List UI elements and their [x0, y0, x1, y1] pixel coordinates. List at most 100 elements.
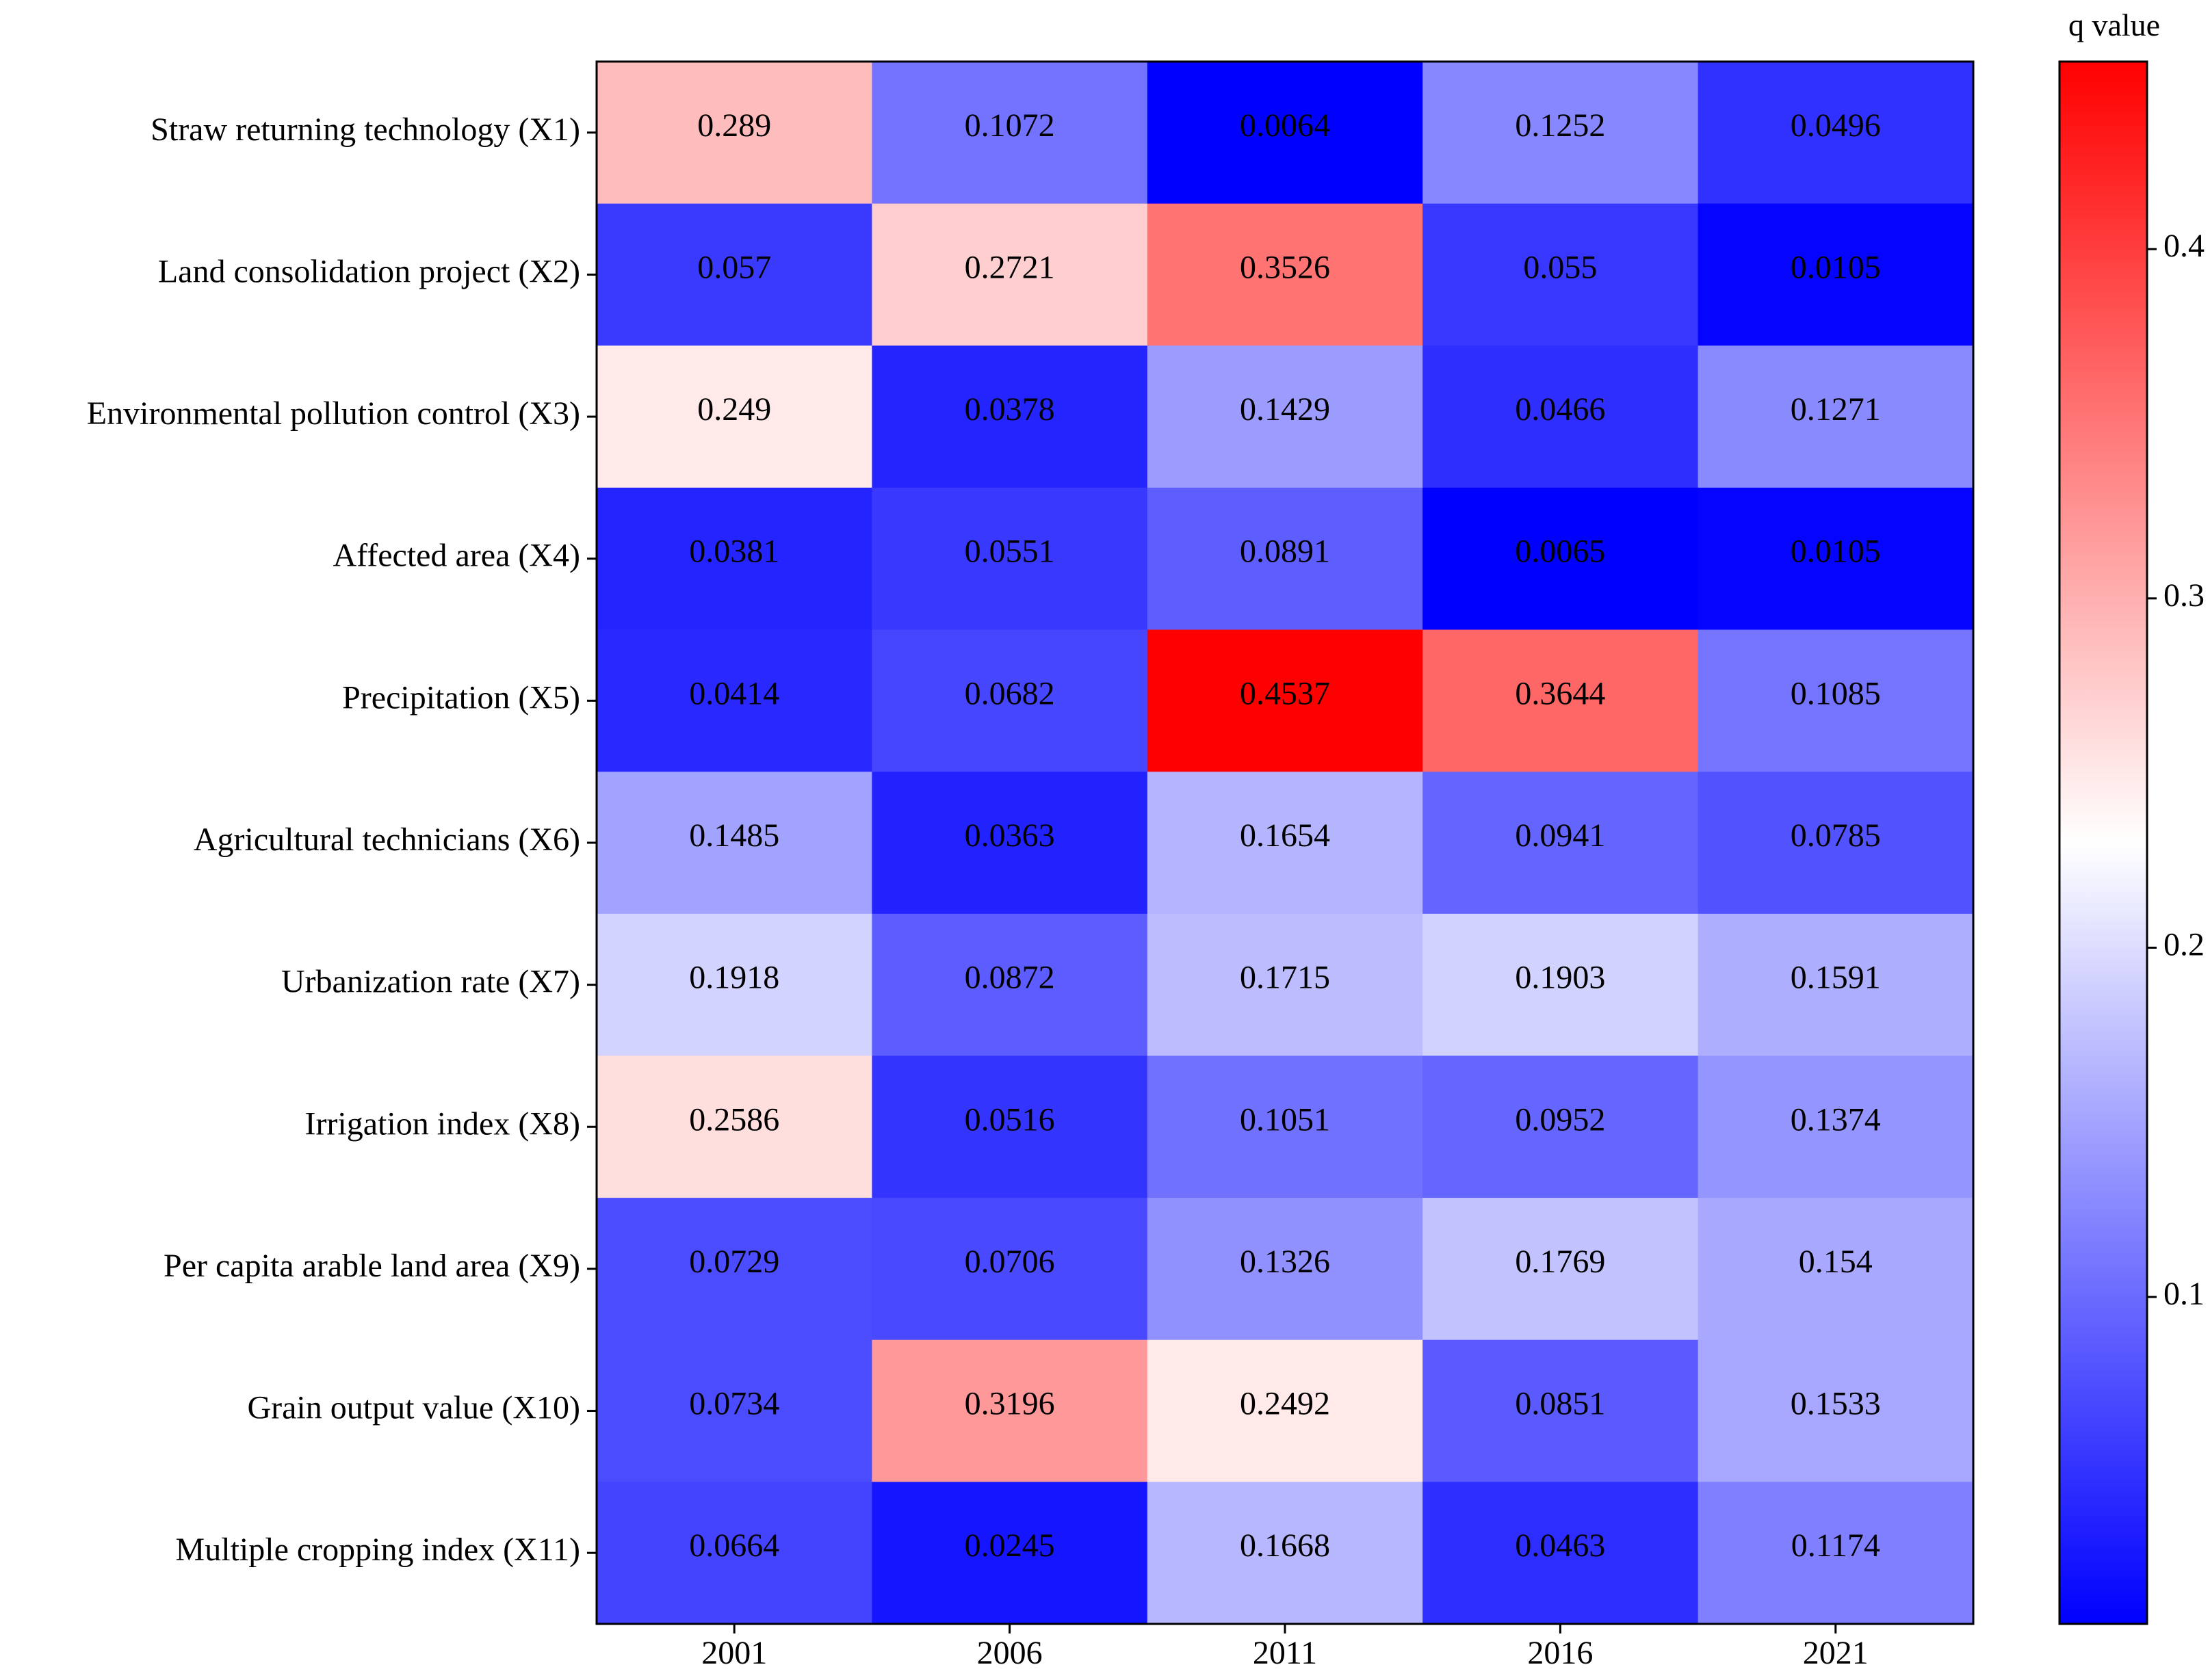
y-tick-label: Per capita arable land area (X9)	[164, 1248, 580, 1284]
heatmap-cell-r9-c4	[1422, 1198, 1699, 1341]
heatmap-cell-r9-c1	[597, 1198, 872, 1341]
heatmap-cell-r2-c5	[1698, 203, 1974, 346]
heatmap-cell-r6-c2	[872, 772, 1148, 915]
cell-value-label: 0.0706	[965, 1244, 1055, 1280]
heatmap-cell-r8-c1	[597, 1055, 872, 1198]
colorbar-tick-label: 0.2	[2163, 926, 2205, 962]
y-tick-label: Land consolidation project (X2)	[158, 253, 580, 289]
heatmap-cell-r10-c2	[872, 1339, 1148, 1482]
heatmap-cell-r3-c4	[1422, 345, 1699, 488]
heatmap-cell-r10-c5	[1698, 1339, 1974, 1482]
cell-value-label: 0.0551	[965, 534, 1055, 570]
cell-value-label: 0.1271	[1791, 391, 1881, 428]
cell-value-label: 0.1326	[1240, 1244, 1330, 1280]
heatmap-cell-r8-c2	[872, 1055, 1148, 1198]
cell-value-label: 0.1654	[1240, 817, 1330, 854]
y-tick-label: Grain output value (X10)	[247, 1390, 580, 1426]
cell-value-label: 0.154	[1799, 1244, 1873, 1280]
colorbar: 0.1 0.2 0.3 0.4 q value	[2058, 8, 2205, 1625]
y-tick-label: Multiple cropping index (X11)	[176, 1532, 580, 1568]
x-tick-label: 2001	[701, 1635, 767, 1671]
heatmap-cell-r9-c3	[1147, 1198, 1423, 1341]
heatmap-cell-r1-c5	[1698, 62, 1974, 205]
cell-value-label: 0.0872	[965, 960, 1055, 996]
cell-value-label: 0.0941	[1515, 817, 1605, 854]
cell-value-label: 0.0729	[689, 1244, 779, 1280]
heatmap-cell-r7-c1	[597, 913, 872, 1056]
heatmap-cell-r11-c4	[1422, 1482, 1699, 1625]
cell-value-label: 0.0414	[689, 675, 779, 711]
cell-value-label: 0.2721	[965, 249, 1055, 285]
heatmap-cell-r3-c1	[597, 345, 872, 488]
heatmap-cell-r11-c3	[1147, 1482, 1423, 1625]
heatmap-cell-r6-c3	[1147, 772, 1423, 915]
heatmap-cell-r11-c5	[1698, 1482, 1974, 1625]
cell-value-label: 0.0952	[1515, 1101, 1605, 1138]
heatmap-cell-r5-c5	[1698, 629, 1974, 772]
cell-value-label: 0.0682	[965, 675, 1055, 711]
cell-value-label: 0.1051	[1240, 1101, 1330, 1138]
cell-value-label: 0.0734	[689, 1386, 779, 1422]
y-axis: Straw returning technology (X1) Land cons…	[87, 111, 597, 1568]
heatmap-cell-r6-c4	[1422, 772, 1699, 915]
colorbar-ticks: 0.1 0.2 0.3 0.4	[2147, 228, 2205, 1312]
cell-value-label: 0.1072	[965, 107, 1055, 144]
heatmap-cell-r5-c4	[1422, 629, 1699, 772]
heatmap-cell-r9-c2	[872, 1198, 1148, 1341]
x-tick-label: 2021	[1803, 1635, 1869, 1671]
y-tick-label: Irrigation index (X8)	[304, 1105, 580, 1142]
cell-value-label: 0.055	[1523, 249, 1597, 285]
cell-value-label: 0.1918	[689, 960, 779, 996]
cell-value-label: 0.0105	[1791, 534, 1881, 570]
cell-value-label: 0.1429	[1240, 391, 1330, 428]
cell-value-label: 0.0381	[689, 534, 779, 570]
heatmap-cell-r5-c2	[872, 629, 1148, 772]
heatmap-cell-r4-c3	[1147, 487, 1423, 631]
cell-value-label: 0.3196	[965, 1386, 1055, 1422]
heatmap-cell-r3-c2	[872, 345, 1148, 488]
heatmap-cell-r7-c5	[1698, 913, 1974, 1056]
cell-value-label: 0.0463	[1515, 1527, 1605, 1564]
cell-value-label: 0.0064	[1240, 107, 1330, 144]
heatmap-cell-r11-c2	[872, 1482, 1148, 1625]
colorbar-bar	[2058, 60, 2148, 1625]
heatmap-cell-r1-c3	[1147, 62, 1423, 205]
cell-value-label: 0.1668	[1240, 1527, 1330, 1564]
x-axis: 2001 2006 2011 2016 2021	[701, 1624, 1869, 1671]
cell-value-label: 0.289	[697, 107, 771, 144]
cell-value-label: 0.0105	[1791, 249, 1881, 285]
heatmap-cell-r4-c4	[1422, 487, 1699, 631]
cell-value-label: 0.1533	[1791, 1386, 1881, 1422]
heatmap-cell-r6-c5	[1698, 772, 1974, 915]
colorbar-tick-label: 0.4	[2163, 228, 2205, 264]
heatmap-cell-r3-c3	[1147, 345, 1423, 488]
x-tick-label: 2016	[1527, 1635, 1593, 1671]
cell-value-label: 0.4537	[1240, 675, 1330, 711]
cell-value-label: 0.0785	[1791, 817, 1881, 854]
cell-value-label: 0.0378	[965, 391, 1055, 428]
colorbar-tick-label: 0.1	[2163, 1276, 2205, 1312]
heatmap-cell-r3-c5	[1698, 345, 1974, 488]
cell-value-label: 0.1591	[1791, 960, 1881, 996]
cell-value-label: 0.1174	[1791, 1527, 1880, 1564]
cell-value-label: 0.1769	[1515, 1244, 1605, 1280]
y-tick-label: Precipitation (X5)	[342, 679, 580, 716]
y-tick-label: Urbanization rate (X7)	[281, 964, 580, 1000]
cell-value-label: 0.0516	[965, 1101, 1055, 1138]
cell-value-label: 0.0664	[689, 1527, 779, 1564]
heatmap-cell-r8-c3	[1147, 1055, 1423, 1198]
heatmap-cell-r4-c2	[872, 487, 1148, 631]
heatmap-cell-labels: 0.289 0.1072 0.0064 0.1252 0.0496 0.057 0.2721…	[689, 107, 1881, 1564]
cell-value-label: 0.3644	[1515, 675, 1605, 711]
cell-value-label: 0.1903	[1515, 960, 1605, 996]
cell-value-label: 0.0496	[1791, 107, 1881, 144]
cell-value-label: 0.249	[697, 391, 771, 428]
x-tick-label: 2006	[977, 1635, 1043, 1671]
cell-value-label: 0.1085	[1791, 675, 1881, 711]
heatmap-cell-r7-c3	[1147, 913, 1423, 1056]
y-tick-label: Agricultural technicians (X6)	[194, 822, 580, 858]
heatmap-cell-r1-c2	[872, 62, 1148, 205]
cell-value-label: 0.0891	[1240, 534, 1330, 570]
